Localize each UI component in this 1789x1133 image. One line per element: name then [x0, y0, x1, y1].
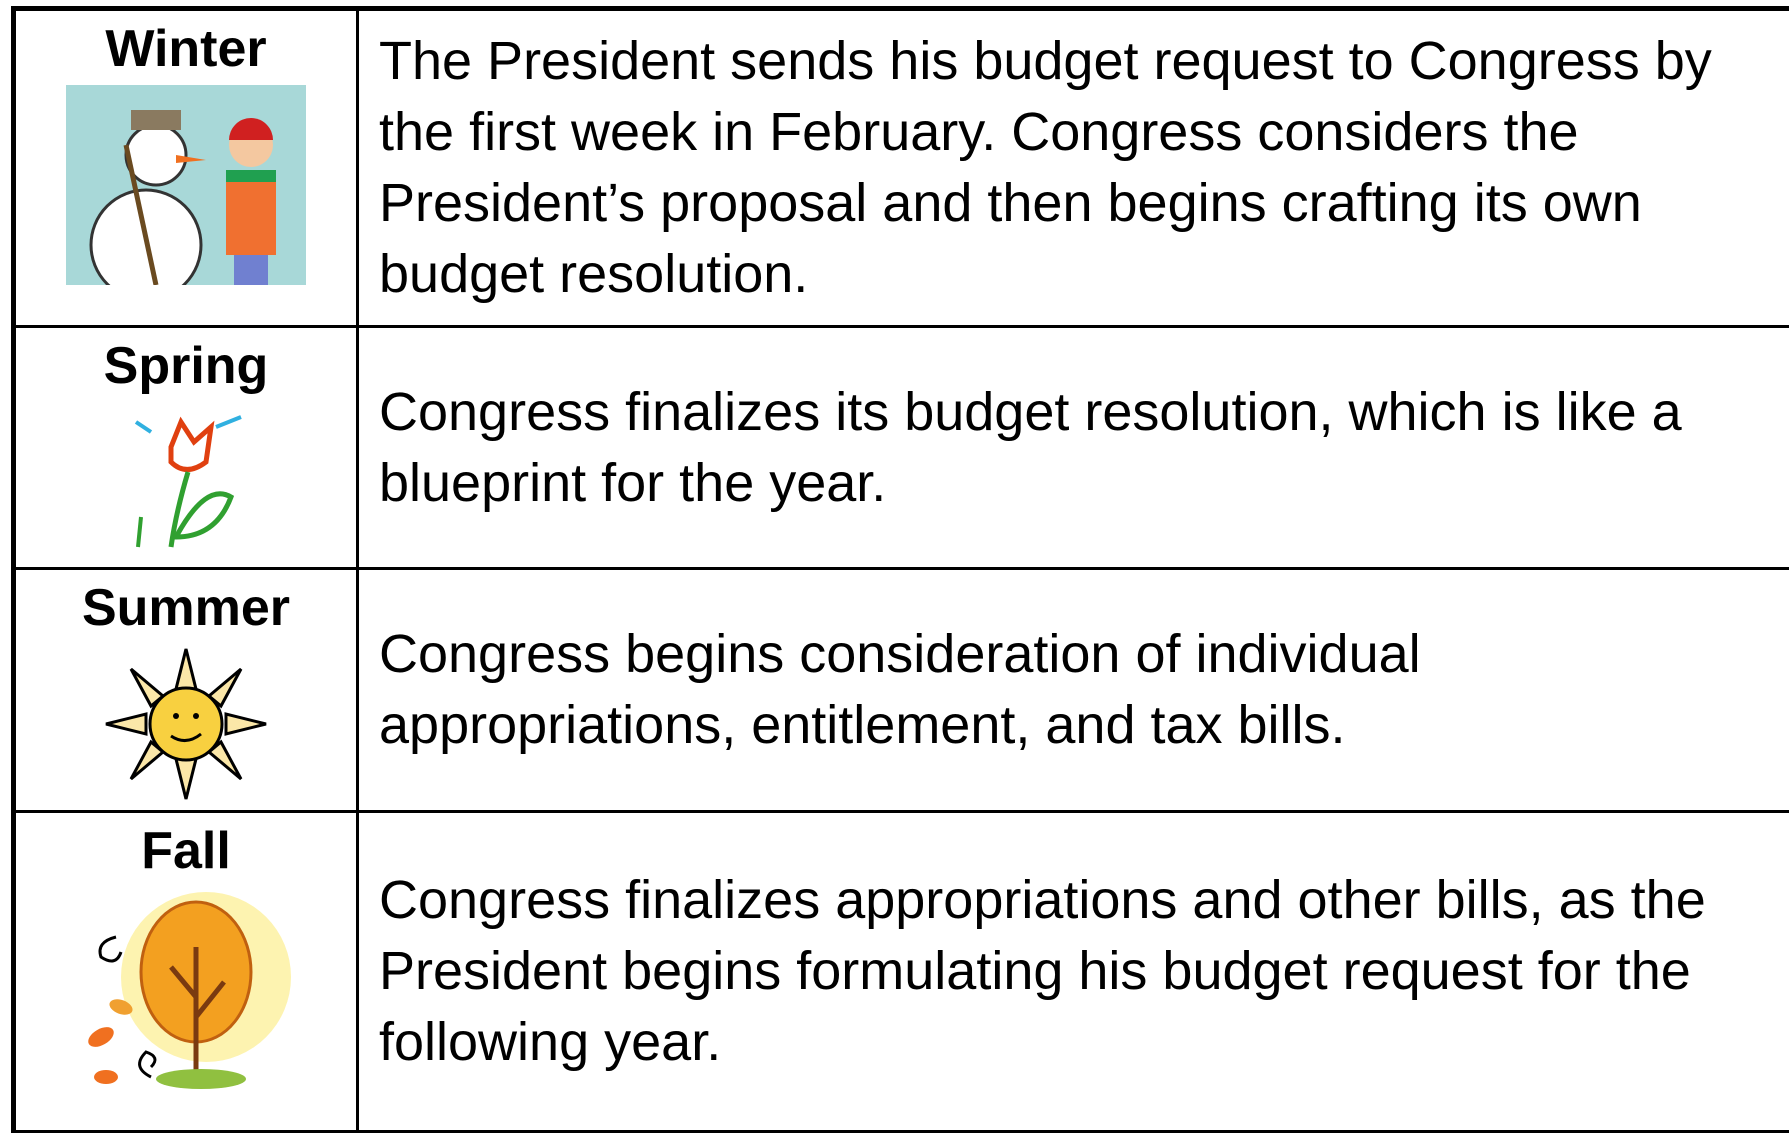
season-cell: Fall	[14, 812, 358, 1132]
fall-icon	[76, 887, 296, 1097]
season-label: Winter	[16, 19, 356, 79]
season-cell: Summer	[14, 569, 358, 812]
row: Winter The President sends his budget re…	[14, 9, 1789, 327]
row: Fall Congress finalizes appropriations a…	[14, 812, 1789, 1132]
description: Congress finalizes appropriations and ot…	[358, 812, 1789, 1132]
summer-icon	[101, 644, 271, 804]
season-cell: Winter	[14, 9, 358, 327]
page: Winter The President sends his budget re…	[0, 0, 1789, 1124]
description: Congress finalizes its budget resolution…	[358, 327, 1789, 569]
season-label: Summer	[16, 578, 356, 638]
description: The President sends his budget request t…	[358, 9, 1789, 327]
season-cell: Spring	[14, 327, 358, 569]
row: Spring Congress finalizes its budget res…	[14, 327, 1789, 569]
season-label: Spring	[16, 336, 356, 396]
winter-icon	[66, 85, 306, 285]
budget-calendar-table: Winter The President sends his budget re…	[11, 6, 1789, 1133]
season-label: Fall	[16, 821, 356, 881]
row: Summer Congress begins consideration of …	[14, 569, 1789, 812]
spring-icon	[126, 402, 246, 552]
description: Congress begins consideration of individ…	[358, 569, 1789, 812]
